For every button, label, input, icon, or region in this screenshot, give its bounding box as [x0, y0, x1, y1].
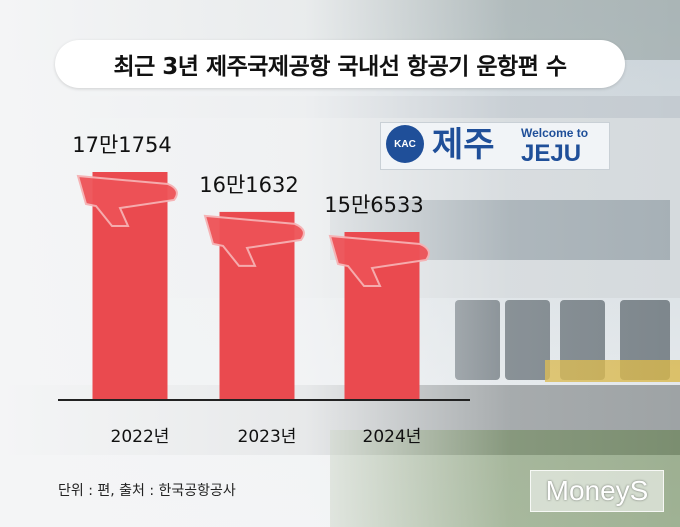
bar-value-label: 16만1632 — [199, 173, 299, 197]
x-tick-label: 2024년 — [363, 427, 422, 447]
moneys-logo: MoneyS — [530, 470, 664, 512]
sign-english-text: JEJU — [521, 140, 582, 167]
kac-logo: KAC — [386, 125, 424, 163]
x-tick-label: 2022년 — [111, 427, 170, 447]
bar-value-label: 17만1754 — [72, 133, 172, 157]
chart-title: 최근 3년 제주국제공항 국내선 항공기 운항편 수 — [55, 40, 625, 88]
sign-welcome-text: Welcome to — [521, 126, 589, 140]
sign-korean-text: 제주 — [432, 125, 495, 165]
bar-value-label: 15만6533 — [324, 193, 424, 217]
plane-icon — [203, 214, 305, 267]
plane-icon — [76, 174, 178, 227]
plane-icon — [328, 234, 430, 287]
x-tick-label: 2023년 — [238, 427, 297, 447]
source-note: 단위 : 편, 출처 : 한국공항공사 — [58, 483, 236, 499]
